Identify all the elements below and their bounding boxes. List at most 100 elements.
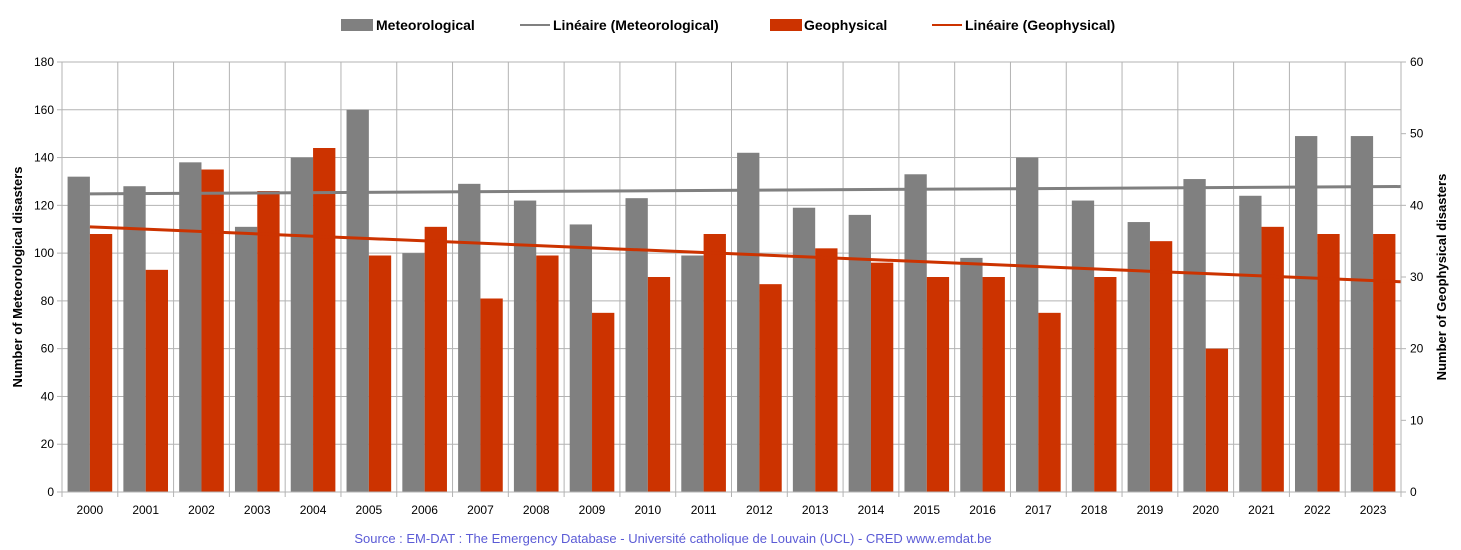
legend-swatch-2 [770, 19, 802, 31]
x-tick-label: 2000 [77, 503, 104, 517]
bar-meteorological-2019 [1127, 222, 1150, 493]
y-right-tick-label: 20 [1410, 342, 1424, 356]
y-left-tick-label: 40 [41, 389, 55, 403]
y-axis-right-title: Number of Geophysical disasters [1434, 174, 1449, 381]
x-tick-label: 2018 [1081, 503, 1108, 517]
bar-meteorological-2005 [346, 109, 369, 493]
bar-geophysical-2006 [424, 226, 447, 493]
bar-geophysical-2011 [703, 234, 726, 492]
legend-label-0: Meteorological [376, 17, 475, 33]
bars [67, 109, 1396, 493]
bar-geophysical-2004 [313, 148, 336, 492]
x-tick-label: 2010 [634, 503, 661, 517]
x-tick-label: 2005 [356, 503, 383, 517]
x-tick-label: 2004 [300, 503, 327, 517]
y-right-tick-label: 40 [1410, 198, 1424, 212]
bar-geophysical-2005 [368, 255, 392, 492]
source-note: Source : EM-DAT : The Emergency Database… [354, 531, 991, 546]
trendlines [89, 185, 1402, 284]
bar-geophysical-2018 [1094, 277, 1117, 492]
bar-geophysical-2008 [536, 255, 559, 492]
y-left-tick-label: 0 [47, 485, 54, 499]
legend-swatch-0 [341, 19, 373, 31]
bar-meteorological-2000 [67, 176, 90, 492]
bar-meteorological-2017 [1016, 157, 1039, 493]
x-tick-label: 2006 [411, 503, 438, 517]
trendline-meteorological [89, 185, 1402, 196]
bar-geophysical-2010 [647, 277, 671, 492]
bar-meteorological-2010 [625, 198, 648, 492]
x-tick-label: 2001 [132, 503, 159, 517]
axes: 0 20 40 60 80 100 120 140 160 180 0 10 20 30 40 50 60 200… [34, 55, 1424, 517]
bar-geophysical-2015 [926, 277, 950, 492]
bar-geophysical-2001 [145, 269, 169, 492]
x-tick-label: 2007 [467, 503, 494, 517]
legend: Meteorological Linéaire (Meteorological) G… [341, 17, 1115, 33]
bar-meteorological-2018 [1071, 200, 1095, 493]
trendline-geophysical [89, 225, 1402, 284]
y-left-tick-label: 180 [34, 55, 54, 69]
x-tick-label: 2008 [523, 503, 550, 517]
y-left-tick-label: 20 [41, 437, 55, 451]
bar-meteorological-2001 [123, 186, 146, 492]
x-tick-label: 2014 [858, 503, 885, 517]
bar-meteorological-2003 [234, 226, 258, 493]
x-tick-label: 2009 [579, 503, 606, 517]
bar-geophysical-2003 [257, 191, 280, 492]
legend-label-1: Linéaire (Meteorological) [553, 17, 719, 33]
bar-meteorological-2015 [904, 174, 927, 492]
bar-geophysical-2017 [1038, 312, 1061, 492]
bar-meteorological-2022 [1294, 136, 1318, 493]
x-tick-label: 2019 [1137, 503, 1164, 517]
bar-meteorological-2014 [848, 214, 871, 492]
x-tick-label: 2015 [913, 503, 940, 517]
y-right-tick-label: 30 [1410, 270, 1424, 284]
y-left-tick-label: 60 [41, 342, 55, 356]
bar-meteorological-2008 [513, 200, 537, 493]
bar-meteorological-2002 [179, 162, 202, 493]
legend-label-3: Linéaire (Geophysical) [965, 17, 1115, 33]
y-left-tick-label: 120 [34, 198, 54, 212]
bar-meteorological-2007 [458, 183, 481, 493]
bar-meteorological-2016 [960, 257, 983, 492]
bar-geophysical-2007 [480, 298, 503, 492]
x-tick-label: 2011 [691, 503, 717, 517]
bar-meteorological-2013 [792, 207, 816, 492]
y-right-tick-label: 50 [1410, 127, 1424, 141]
bar-geophysical-2019 [1149, 241, 1173, 492]
y-right-tick-label: 10 [1410, 413, 1424, 427]
bar-meteorological-2011 [681, 255, 704, 492]
bar-geophysical-2012 [759, 284, 782, 492]
bar-geophysical-2023 [1373, 234, 1396, 492]
x-tick-label: 2002 [188, 503, 215, 517]
bar-meteorological-2020 [1183, 179, 1206, 493]
x-tick-label: 2012 [746, 503, 773, 517]
x-tick-label: 2003 [244, 503, 271, 517]
x-tick-label: 2017 [1025, 503, 1052, 517]
bar-meteorological-2023 [1350, 136, 1374, 493]
y-axis-left-title: Number of Meteorological disasters [10, 166, 25, 387]
bar-geophysical-2020 [1205, 348, 1229, 492]
bar-geophysical-2013 [815, 248, 838, 492]
bar-meteorological-2004 [290, 157, 314, 493]
bar-geophysical-2009 [592, 312, 615, 492]
bar-meteorological-2006 [402, 253, 425, 492]
x-tick-label: 2016 [969, 503, 996, 517]
x-tick-label: 2021 [1248, 503, 1275, 517]
y-left-tick-label: 160 [34, 103, 54, 117]
x-tick-label: 2023 [1360, 503, 1387, 517]
y-left-tick-label: 80 [41, 294, 55, 308]
bar-geophysical-2000 [89, 234, 113, 492]
bar-meteorological-2009 [569, 224, 593, 492]
x-tick-label: 2022 [1304, 503, 1331, 517]
plot-frame [61, 61, 1402, 493]
x-tick-label: 2013 [802, 503, 829, 517]
bar-meteorological-2021 [1239, 195, 1262, 492]
y-left-tick-label: 140 [34, 151, 54, 165]
bar-meteorological-2012 [737, 152, 760, 492]
x-tick-label: 2020 [1192, 503, 1219, 517]
bar-geophysical-2016 [982, 277, 1005, 492]
legend-label-2: Geophysical [804, 17, 887, 33]
bar-geophysical-2022 [1317, 234, 1340, 492]
